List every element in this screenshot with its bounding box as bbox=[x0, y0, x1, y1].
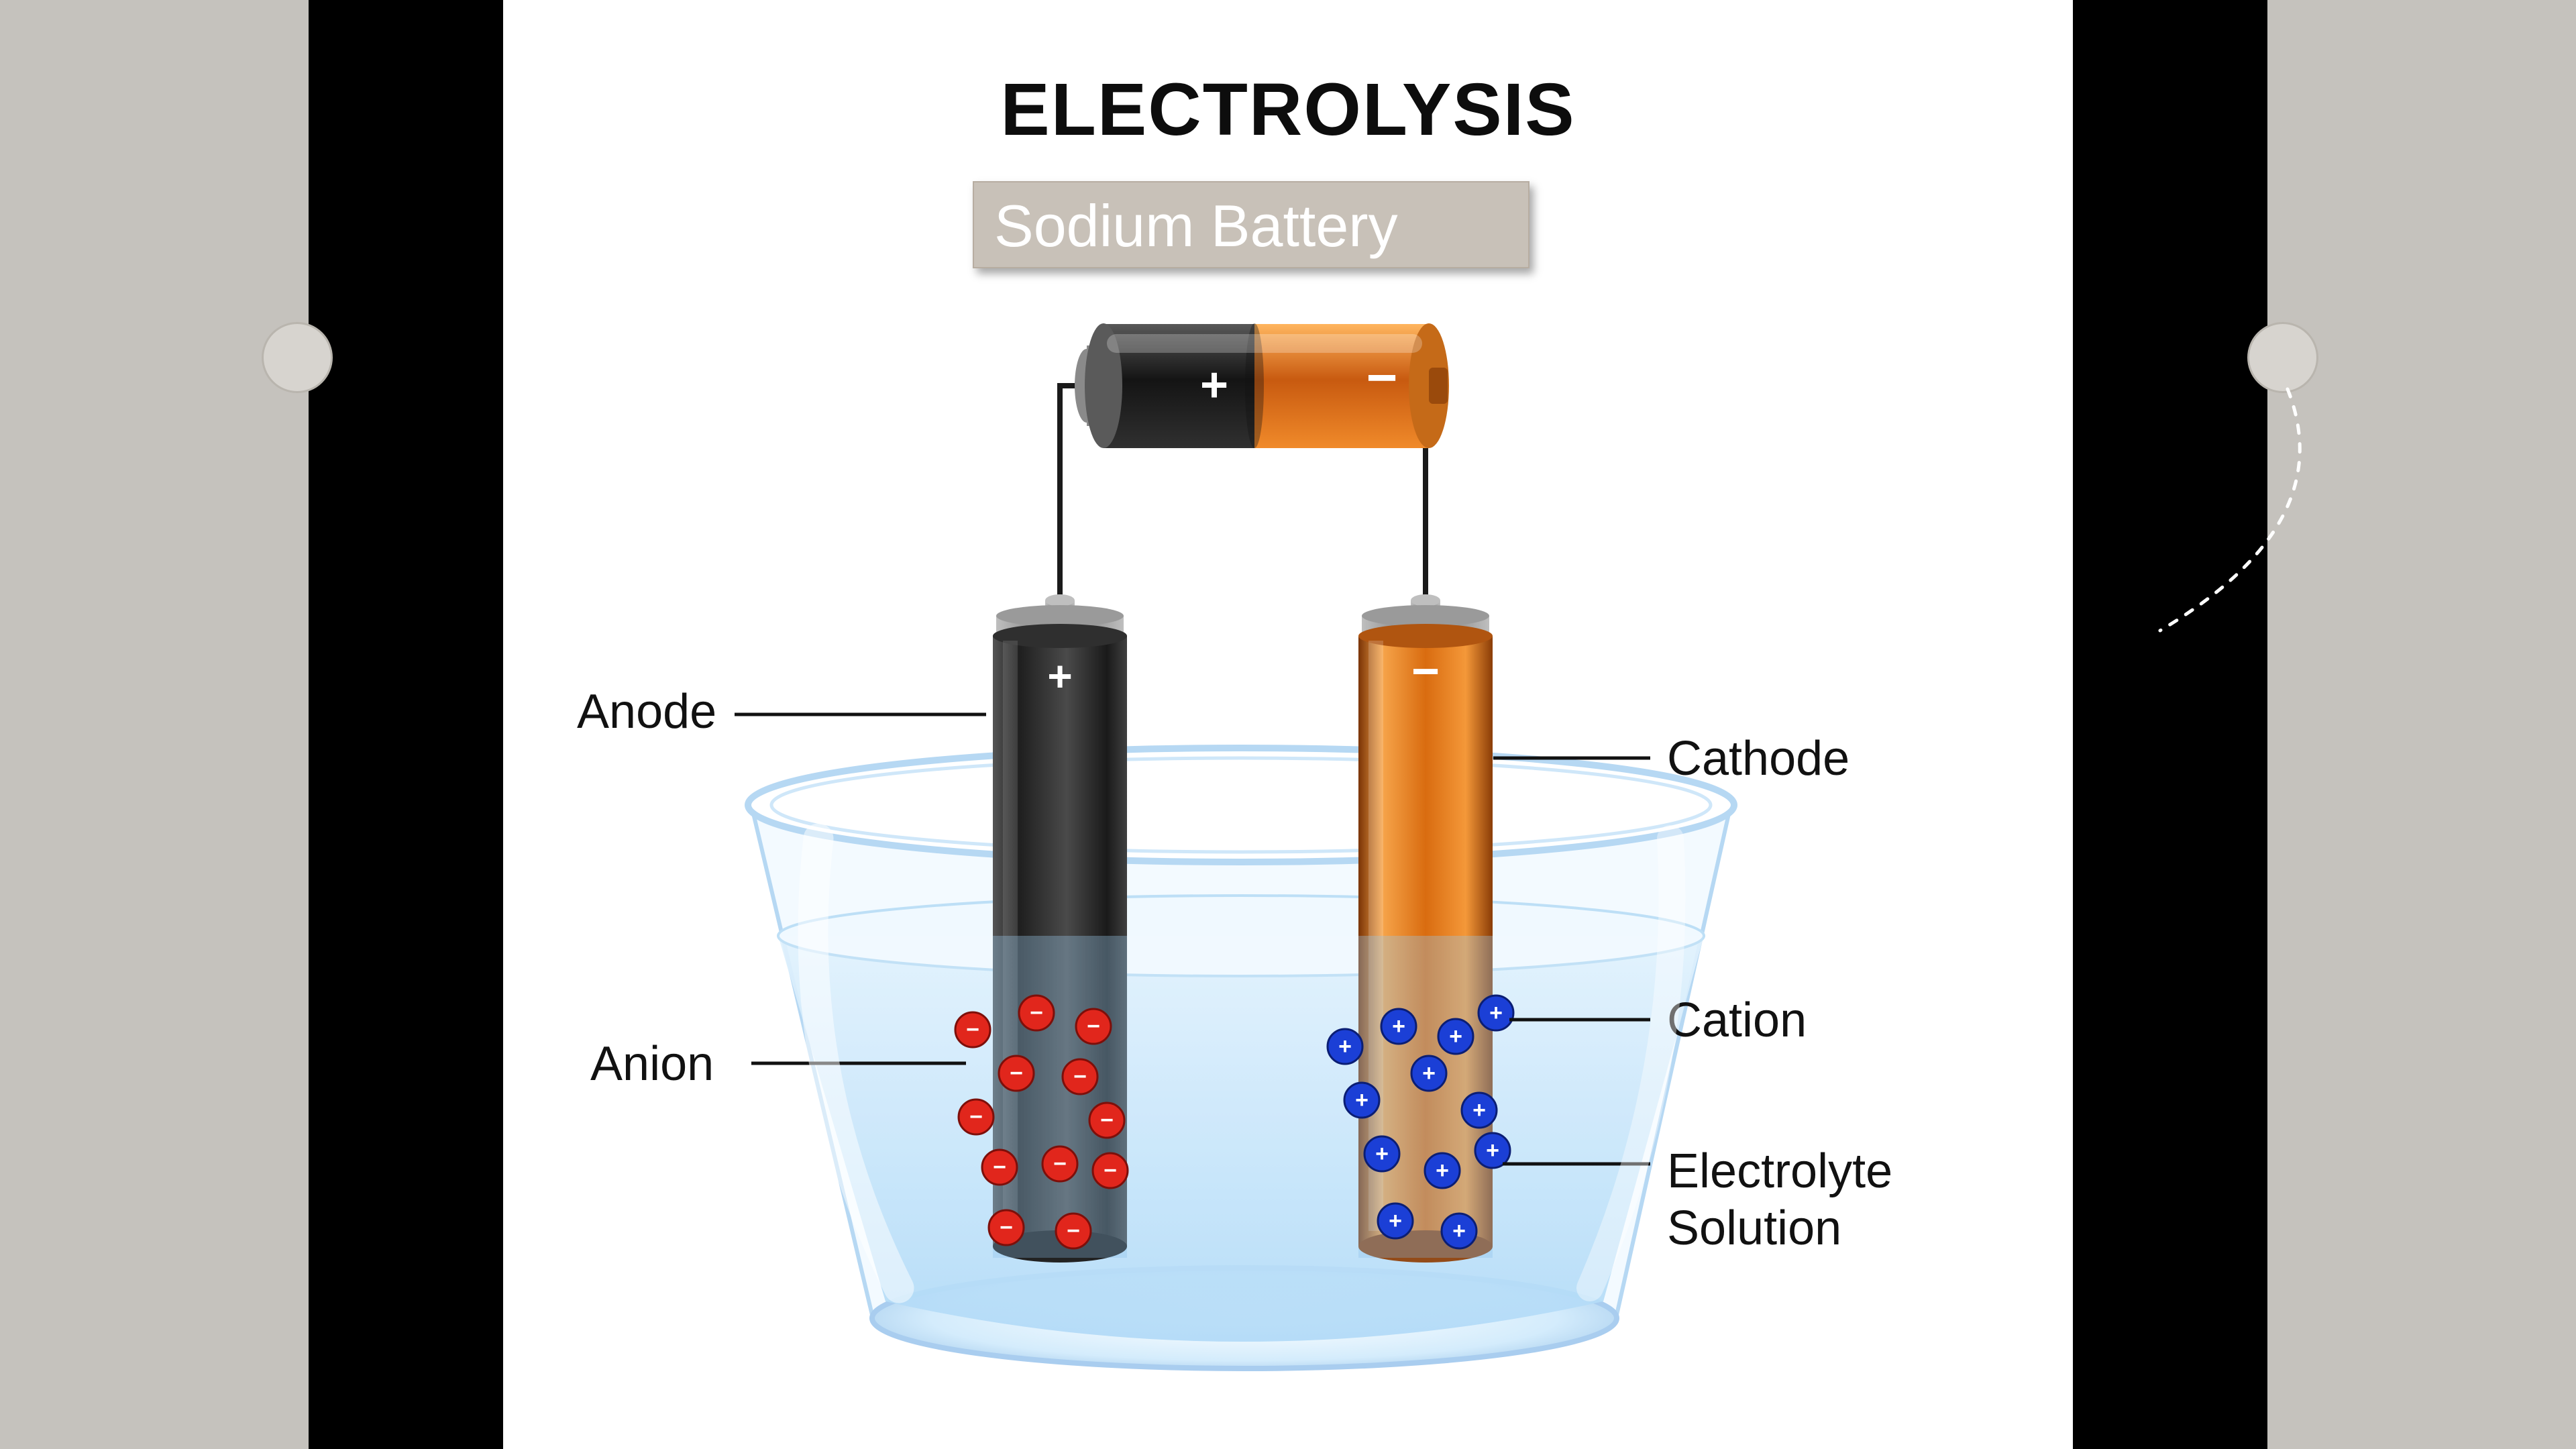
anode-label: Anode bbox=[577, 685, 716, 739]
svg-text:−: − bbox=[1030, 1000, 1043, 1026]
water-front bbox=[778, 936, 1704, 1342]
svg-text:+: + bbox=[1338, 1034, 1352, 1059]
slide: ELECTROLYSIS Sodium Battery bbox=[503, 0, 2073, 1449]
svg-text:−: − bbox=[1010, 1061, 1023, 1086]
cathode-sign: − bbox=[1411, 645, 1440, 698]
svg-text:−: − bbox=[1067, 1218, 1080, 1244]
svg-text:−: − bbox=[1073, 1064, 1087, 1089]
svg-text:−: − bbox=[966, 1017, 979, 1042]
svg-text:+: + bbox=[1375, 1141, 1389, 1167]
svg-text:−: − bbox=[1053, 1151, 1067, 1177]
svg-text:+: + bbox=[1389, 1208, 1402, 1234]
svg-text:+: + bbox=[1449, 1024, 1462, 1049]
battery-plus-sign: + bbox=[1200, 358, 1228, 412]
cathode-label: Cathode bbox=[1667, 732, 1849, 786]
svg-text:−: − bbox=[1000, 1215, 1013, 1240]
electrolyte-label-2: Solution bbox=[1667, 1201, 1841, 1255]
annotation-arc bbox=[2120, 349, 2469, 698]
electrolysis-diagram: + − + bbox=[503, 0, 2073, 1449]
svg-text:+: + bbox=[1422, 1061, 1436, 1086]
svg-text:+: + bbox=[1486, 1138, 1499, 1163]
svg-text:+: + bbox=[1452, 1218, 1466, 1244]
svg-text:−: − bbox=[1104, 1158, 1117, 1183]
anode-sign: + bbox=[1047, 652, 1072, 700]
electrolyte-label-1: Electrolyte bbox=[1667, 1144, 1892, 1198]
svg-text:+: + bbox=[1472, 1097, 1486, 1123]
battery-minus-sign: − bbox=[1366, 347, 1398, 407]
svg-text:+: + bbox=[1436, 1158, 1449, 1183]
svg-text:+: + bbox=[1489, 1000, 1503, 1026]
battery: + − bbox=[1075, 323, 1449, 448]
device-camera-left bbox=[262, 322, 333, 393]
cation-label: Cation bbox=[1667, 994, 1807, 1047]
svg-text:−: − bbox=[1100, 1108, 1114, 1133]
svg-text:−: − bbox=[969, 1104, 983, 1130]
svg-text:−: − bbox=[1087, 1014, 1100, 1039]
svg-text:+: + bbox=[1355, 1087, 1368, 1113]
svg-text:+: + bbox=[1392, 1014, 1405, 1039]
anion-label: Anion bbox=[590, 1037, 714, 1091]
svg-text:−: − bbox=[993, 1155, 1006, 1180]
